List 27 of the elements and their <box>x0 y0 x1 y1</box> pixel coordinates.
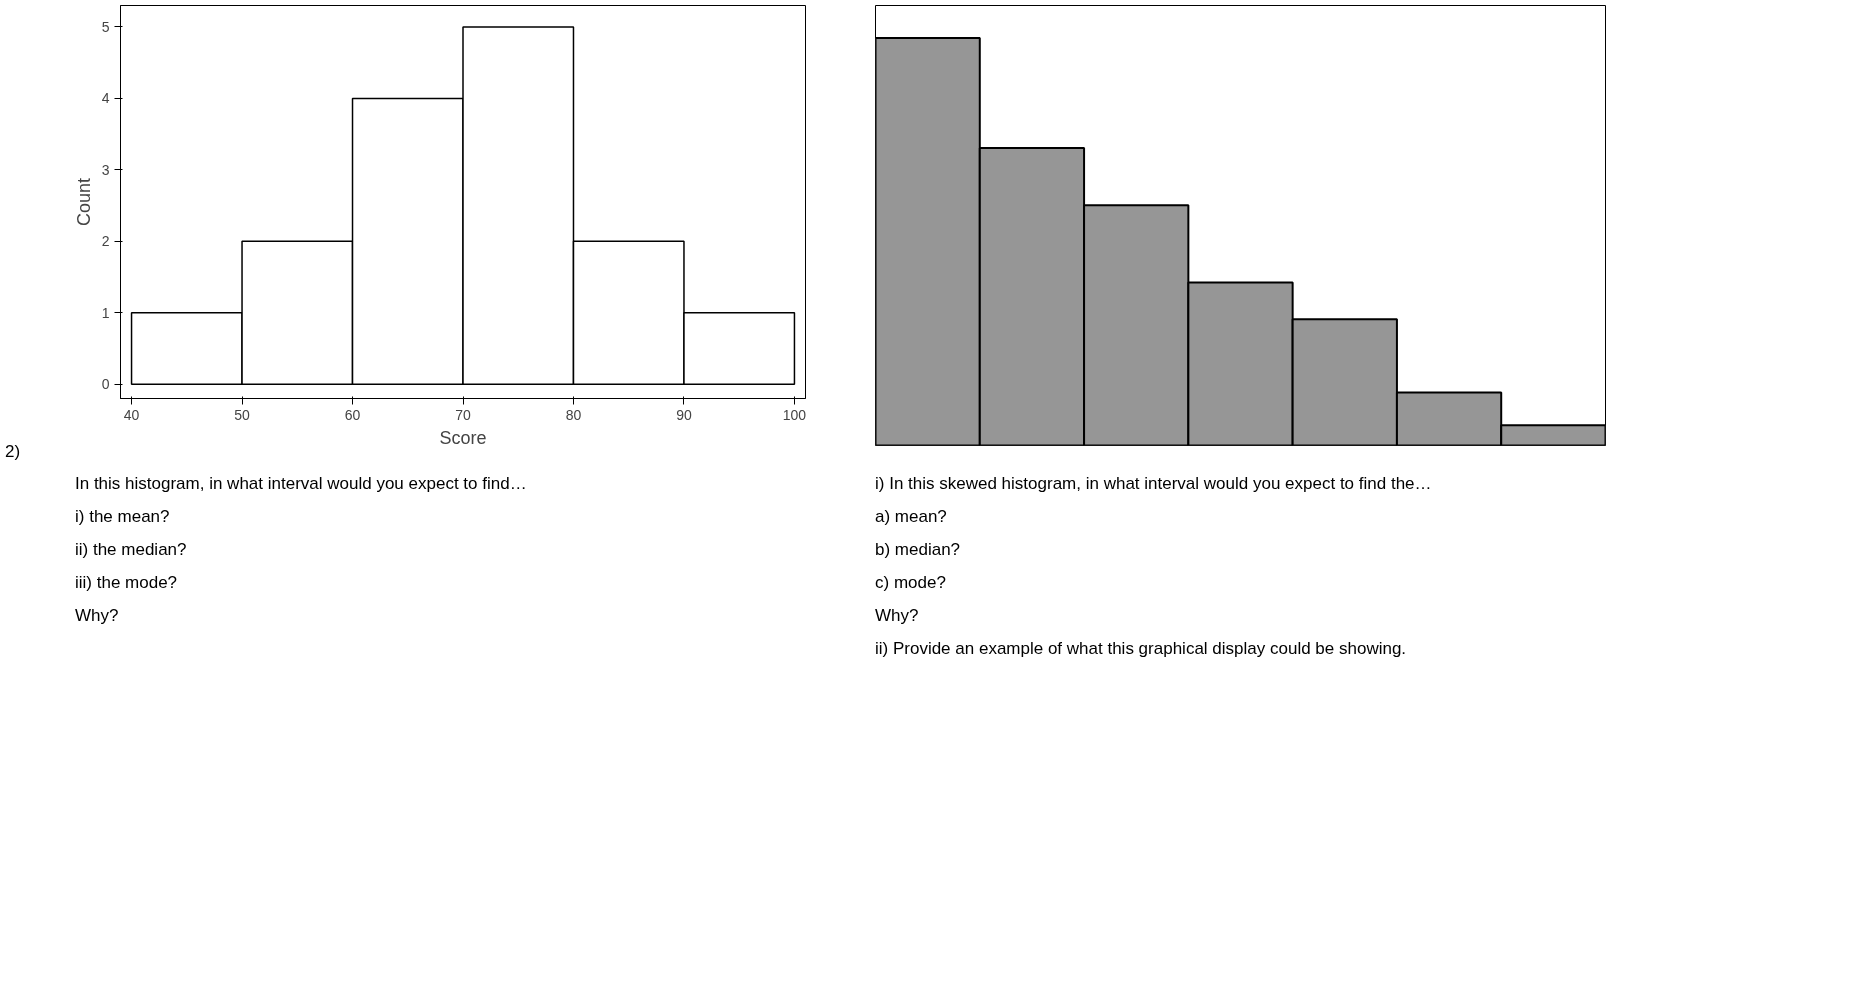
text: iii) the mode? <box>75 571 178 594</box>
text: i) the mean? <box>75 505 170 528</box>
x-axis-title: Score <box>439 427 487 448</box>
text: i) In this skewed histogram, in what interval would you expect to find the… <box>875 473 1432 495</box>
x-tick-label: 40 <box>123 406 140 423</box>
text: a) mean? <box>875 505 947 528</box>
text: In this histogram, in what interval would you expect to find… <box>75 473 527 495</box>
text: c) mode? <box>875 571 946 594</box>
text: b) median? <box>875 538 961 561</box>
x-tick-label: 80 <box>565 406 582 423</box>
y-tick-label: 5 <box>101 18 110 35</box>
text: ii) Provide an example of what this graphical display could be showing. <box>875 637 1407 660</box>
text: ii) the median? <box>75 538 187 561</box>
x-tick-label: 100 <box>782 406 807 423</box>
x-tick-label: 50 <box>234 406 251 423</box>
y-tick-label: 0 <box>101 376 110 393</box>
y-tick-label: 1 <box>101 304 110 321</box>
text: 2) <box>5 441 21 463</box>
x-tick-label: 70 <box>455 406 471 423</box>
text: Why? <box>75 604 119 627</box>
text: Why? <box>875 604 919 627</box>
y-tick-label: 4 <box>101 90 110 107</box>
y-tick-label: 3 <box>101 161 110 178</box>
x-tick-label: 60 <box>344 406 361 423</box>
y-tick-label: 2 <box>101 233 110 250</box>
x-tick-label: 90 <box>676 406 692 423</box>
y-axis-title: Count <box>73 177 94 227</box>
